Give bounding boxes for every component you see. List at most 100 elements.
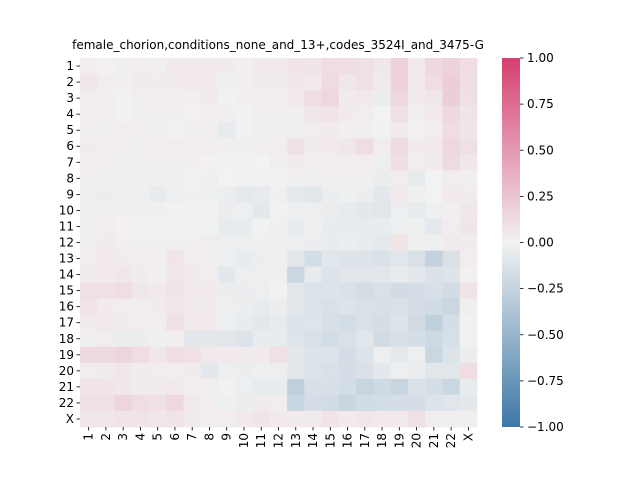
- heatmap-cell: [373, 266, 392, 284]
- x-tick-label: 22: [444, 433, 458, 448]
- heatmap-cell: [373, 74, 392, 91]
- heatmap-cell: [97, 74, 115, 91]
- heatmap-cell: [407, 346, 426, 364]
- heatmap-cell: [407, 186, 426, 203]
- heatmap-cell: [97, 186, 115, 203]
- heatmap-cell: [321, 58, 340, 75]
- x-tick-label: 20: [410, 433, 424, 448]
- heatmap-cell: [252, 282, 271, 300]
- heatmap-cell: [218, 218, 236, 235]
- colorbar-tick-label: 0.50: [527, 143, 554, 157]
- heatmap-cell: [166, 266, 184, 284]
- heatmap-cell: [131, 330, 150, 348]
- heatmap-cell: [459, 330, 478, 348]
- heatmap-cell: [131, 314, 150, 332]
- heatmap-cell: [269, 330, 288, 348]
- heatmap-cell: [442, 154, 461, 171]
- heatmap-cell: [235, 202, 254, 219]
- x-tick-label: 3: [116, 433, 130, 441]
- heatmap-cell: [149, 58, 167, 75]
- y-tick-label: X: [66, 412, 74, 426]
- heatmap-cell: [166, 170, 184, 187]
- heatmap-cell: [235, 378, 254, 396]
- heatmap-cell: [442, 346, 461, 364]
- heatmap-cell: [114, 218, 133, 235]
- heatmap-cell: [356, 154, 374, 171]
- heatmap-cell: [252, 106, 271, 123]
- heatmap-cell: [459, 250, 478, 267]
- heatmap-cell: [166, 74, 184, 91]
- heatmap-cell: [166, 234, 184, 251]
- heatmap-cell: [425, 90, 443, 107]
- heatmap-cell: [252, 234, 271, 251]
- heatmap-cell: [425, 378, 443, 396]
- heatmap-cell: [356, 330, 374, 348]
- heatmap-cell: [321, 138, 340, 155]
- heatmap-cell: [373, 346, 392, 364]
- heatmap-cell: [97, 330, 115, 348]
- heatmap-cell: [390, 394, 409, 412]
- heatmap-cell: [356, 122, 374, 139]
- heatmap-cell: [114, 90, 133, 107]
- heatmap-cell: [97, 234, 115, 251]
- heatmap-cell: [166, 250, 184, 267]
- heatmap-cell: [200, 298, 219, 316]
- heatmap-cell: [407, 362, 426, 380]
- heatmap-cell: [200, 378, 219, 396]
- y-tick-label: 3: [66, 91, 74, 105]
- heatmap-cell: [338, 138, 357, 155]
- heatmap-cell: [269, 234, 288, 251]
- heatmap-cell: [235, 154, 254, 171]
- heatmap-cell: [338, 186, 357, 203]
- colorbar: 1.00 0.75 0.50 0.25 0.00 −0.25 −0.50 −0.75 −1.00: [502, 51, 564, 434]
- heatmap-cell: [373, 282, 392, 300]
- heatmap-cell: [235, 58, 254, 75]
- heatmap-cell: [390, 330, 409, 348]
- heatmap-cell: [269, 298, 288, 316]
- heatmap-cell: [356, 138, 374, 155]
- heatmap-cell: [218, 138, 236, 155]
- heatmap-cell: [321, 74, 340, 91]
- heatmap-cell: [356, 186, 374, 203]
- heatmap-cell: [166, 138, 184, 155]
- heatmap-cell: [390, 154, 409, 171]
- heatmap-cell: [252, 58, 271, 75]
- heatmap-cell: [287, 282, 305, 300]
- heatmap-cell: [338, 106, 357, 123]
- heatmap-cell: [235, 410, 254, 428]
- heatmap-cell: [390, 298, 409, 316]
- heatmap-cell: [459, 314, 478, 332]
- heatmap-cell: [97, 410, 115, 428]
- heatmap-cell: [218, 74, 236, 91]
- heatmap-cell: [183, 106, 202, 123]
- heatmap-cell: [338, 266, 357, 284]
- x-tick-label: X: [461, 433, 475, 441]
- heatmap-cell: [459, 74, 478, 91]
- heatmap-cell: [235, 298, 254, 316]
- heatmap-cell: [425, 362, 443, 380]
- heatmap-cell: [149, 234, 167, 251]
- heatmap-cell: [459, 346, 478, 364]
- x-tick-label: 19: [392, 433, 406, 448]
- heatmap-cell: [407, 74, 426, 91]
- heatmap-cell: [425, 282, 443, 300]
- heatmap-cell: [235, 122, 254, 139]
- heatmap-cell: [218, 410, 236, 428]
- heatmap-cell: [390, 170, 409, 187]
- heatmap-cell: [425, 154, 443, 171]
- colorbar-gradient: [502, 58, 520, 427]
- heatmap-cell: [252, 170, 271, 187]
- heatmap-cell: [114, 234, 133, 251]
- heatmap-cell: [304, 138, 323, 155]
- heatmap-cell: [338, 394, 357, 412]
- heatmap-cell: [269, 154, 288, 171]
- y-tick-label: 15: [59, 284, 74, 298]
- x-tick-label: 1: [82, 433, 96, 441]
- x-tick-label: 11: [254, 433, 268, 448]
- heatmap-cell: [131, 74, 150, 91]
- heatmap-cell: [80, 90, 98, 107]
- heatmap-cell: [183, 378, 202, 396]
- heatmap-cell: [356, 218, 374, 235]
